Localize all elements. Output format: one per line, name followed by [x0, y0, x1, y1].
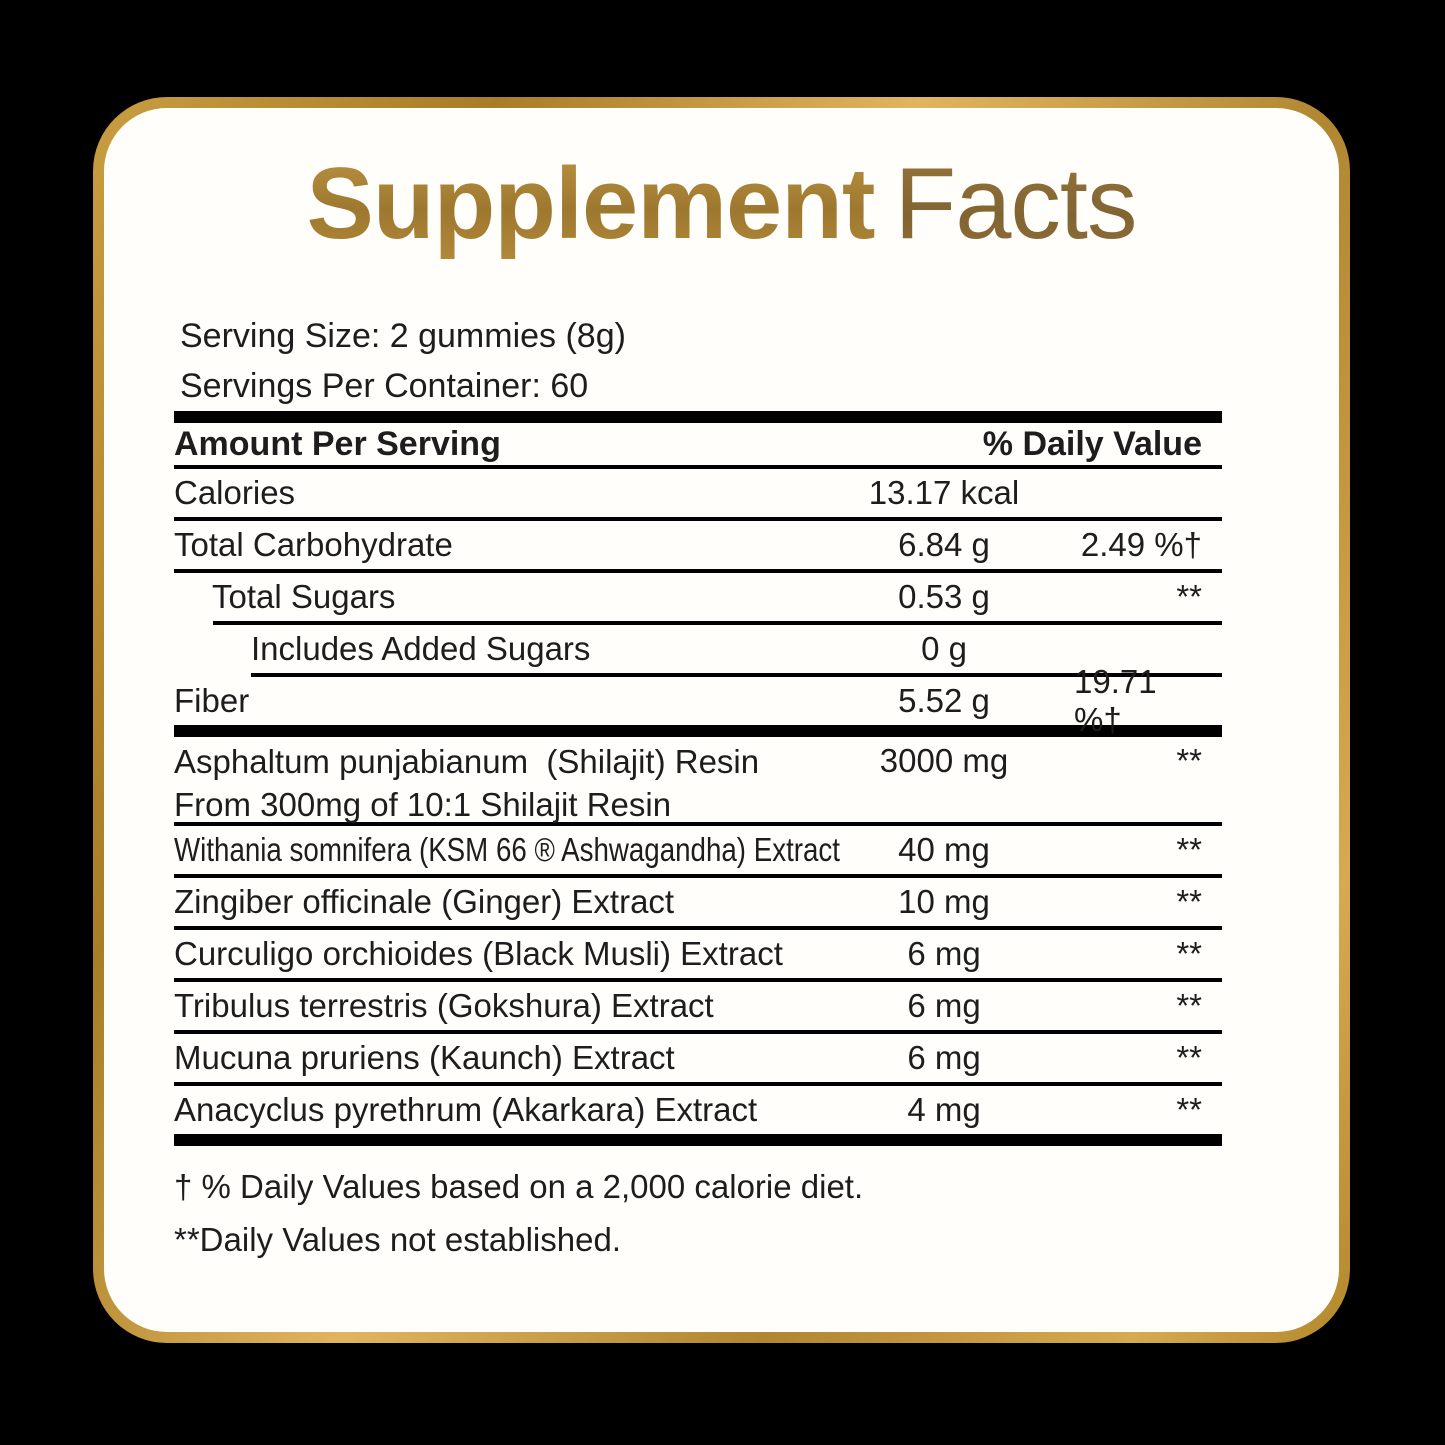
amount-cell: 5.52 g	[898, 682, 990, 719]
daily-value-cell: 2.49 %†	[1080, 526, 1202, 563]
daily-value-cell: **	[1176, 987, 1202, 1024]
row-divider	[251, 673, 1222, 677]
table-row: Fiber 5.52 g 19.71 %†	[174, 663, 1222, 738]
amount-cell: 13.17 kcal	[868, 474, 1020, 511]
row-divider	[174, 1082, 1222, 1086]
ingredient-name-text: Withania somnifera (KSM 66 ® Ashwagandha…	[174, 831, 840, 868]
amount-cell: 6 mg	[907, 1039, 981, 1076]
table-row: Zingiber officinale (Ginger) Extract 10 m…	[174, 878, 1222, 926]
amount-cell: 6 mg	[907, 935, 981, 972]
daily-value-header: % Daily Value	[982, 424, 1202, 463]
table-row: Withania somnifera (KSM 66 ® Ashwagandha…	[174, 826, 1222, 874]
table-header-row: Amount Per Serving % Daily Value	[174, 423, 1222, 465]
amount-cell: 0.53 g	[898, 578, 990, 615]
row-divider	[174, 978, 1222, 982]
ingredient-name-cell: Includes Added Sugars	[251, 630, 591, 667]
table-row: Includes Added Sugars 0 g	[174, 625, 1222, 673]
daily-value-cell: **	[1176, 831, 1202, 868]
ingredient-name-cell: Total Sugars	[212, 578, 396, 615]
row-divider	[174, 926, 1222, 930]
row-divider	[174, 517, 1222, 521]
footnote-daily-value-basis: † % Daily Values based on a 2,000 calori…	[174, 1168, 864, 1205]
table-row: Mucuna pruriens (Kaunch) Extract 6 mg **	[174, 1034, 1222, 1082]
daily-value-cell: **	[1176, 1039, 1202, 1076]
daily-value-cell: 19.71 %†	[1074, 663, 1157, 738]
ingredient-name-cell: Anacyclus pyrethrum (Akarkara) Extract	[174, 1091, 758, 1128]
table-row: Asphaltum punjabianum (Shilajit) Resin Fr…	[174, 737, 1222, 823]
serving-size-line: Serving Size: 2 gummies (8g)	[180, 317, 626, 355]
amount-cell: 0 g	[921, 630, 967, 667]
ingredient-name-cell: Withania somnifera (KSM 66 ® Ashwagandha…	[174, 826, 840, 874]
amount-cell: 40 mg	[898, 831, 990, 868]
supplement-facts-table: Amount Per Serving % Daily Value Calorie…	[174, 411, 1222, 1146]
serving-info: Serving Size: 2 gummies (8g) Servings Pe…	[180, 311, 1339, 411]
amount-cell: 6 mg	[907, 987, 981, 1024]
amount-per-serving-header: Amount Per Serving	[174, 424, 501, 463]
table-row: Total Carbohydrate 6.84 g 2.49 %†	[174, 521, 1222, 569]
ingredient-name-cell: Total Carbohydrate	[174, 526, 453, 563]
table-row: Curculigo orchioides (Black Musli) Extra…	[174, 930, 1222, 978]
row-divider	[174, 569, 1222, 573]
daily-value-cell	[1074, 469, 1222, 517]
ingredient-name-cell: Fiber	[174, 682, 250, 719]
ingredient-name-line2: From 300mg of 10:1 Shilajit Resin	[174, 785, 672, 823]
ingredient-name-cell: Calories	[174, 474, 296, 511]
servings-per-container-line: Servings Per Container: 60	[180, 367, 589, 405]
table-row: Calories 13.17 kcal	[174, 469, 1222, 517]
row-divider	[213, 621, 1222, 625]
footnote-not-established: **Daily Values not established.	[174, 1221, 621, 1258]
amount-cell: 3000 mg	[879, 742, 1009, 779]
row-divider	[174, 1134, 1222, 1146]
table-row: Total Sugars 0.53 g **	[174, 573, 1222, 621]
title-word-facts: Facts	[894, 148, 1138, 260]
label-card: Supplement Facts Serving Size: 2 gummies …	[93, 97, 1350, 1343]
header-divider	[174, 465, 1222, 469]
ingredient-name-cell: Zingiber officinale (Ginger) Extract	[174, 883, 675, 920]
amount-cell: 4 mg	[907, 1091, 981, 1128]
footnotes: † % Daily Values based on a 2,000 calori…	[174, 1160, 1339, 1266]
row-divider	[174, 1030, 1222, 1034]
daily-value-cell: **	[1176, 578, 1202, 615]
ingredient-name-cell: Mucuna pruriens (Kaunch) Extract	[174, 1039, 675, 1076]
row-divider	[174, 874, 1222, 878]
table-row: Anacyclus pyrethrum (Akarkara) Extract 4 …	[174, 1086, 1222, 1134]
label-card-inner: Supplement Facts Serving Size: 2 gummies …	[104, 108, 1339, 1332]
amount-cell: 6.84 g	[898, 526, 990, 563]
page-title: Supplement Facts	[104, 154, 1339, 255]
ingredient-name-cell: Asphaltum punjabianum (Shilajit) Resin Fr…	[174, 737, 814, 823]
row-divider	[174, 822, 1222, 826]
ingredient-name-cell: Tribulus terrestris (Gokshura) Extract	[174, 987, 714, 1024]
table-top-bar	[174, 411, 1222, 423]
title-word-supplement: Supplement	[306, 148, 876, 260]
daily-value-cell: **	[1176, 883, 1202, 920]
row-divider	[174, 725, 1222, 737]
daily-value-cell: **	[1176, 742, 1202, 779]
ingredient-name-line1: Asphaltum punjabianum (Shilajit) Resin	[174, 743, 760, 780]
table-rows-container: Calories 13.17 kcal Total Carbohydrate 6.84…	[174, 469, 1222, 1146]
amount-cell: 10 mg	[898, 883, 990, 920]
daily-value-cell: **	[1176, 1091, 1202, 1128]
daily-value-cell: **	[1176, 935, 1202, 972]
table-row: Tribulus terrestris (Gokshura) Extract 6 …	[174, 982, 1222, 1030]
ingredient-name-cell: Curculigo orchioides (Black Musli) Extra…	[174, 935, 783, 972]
